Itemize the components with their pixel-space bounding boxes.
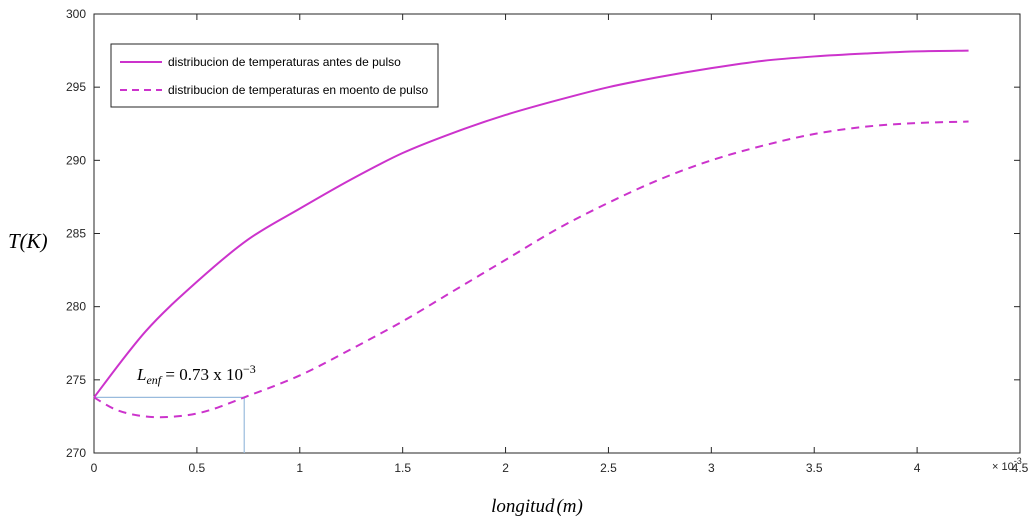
annotation-label-subscript: enf xyxy=(146,373,162,387)
legend-box xyxy=(110,43,439,108)
x-exponent-power: -3 xyxy=(1014,456,1022,466)
y-tick-label: 285 xyxy=(66,227,86,241)
x-exponent-label: × 10-3 xyxy=(992,456,1022,473)
y-tick-label: 295 xyxy=(66,80,86,94)
legend-entry-dashed: distribucion de temperaturas en moento d… xyxy=(168,83,428,97)
x-tick-label: 4.5 xyxy=(1012,461,1029,475)
x-axis-ticks: 0 0.5 1 1.5 2 2.5 3 3.5 4 4.5 xyxy=(91,14,1029,475)
annotation-guides xyxy=(94,396,245,453)
y-axis-ticks: 270 275 280 285 290 295 300 xyxy=(66,7,1020,460)
x-tick-label: 2 xyxy=(502,461,509,475)
y-tick-label: 275 xyxy=(66,373,86,387)
legend: distribucion de temperaturas antes de pu… xyxy=(110,43,439,108)
x-axis-label: longitud (m) xyxy=(491,496,583,517)
x-tick-label: 3.5 xyxy=(806,461,823,475)
y-tick-label: 270 xyxy=(66,446,86,460)
x-tick-label: 3 xyxy=(708,461,715,475)
y-tick-label: 290 xyxy=(66,153,86,167)
x-axis-label-name: longitud xyxy=(491,496,555,517)
series-line-dashed xyxy=(93,120,969,419)
series-lines xyxy=(93,49,969,419)
x-exponent-base: × 10 xyxy=(992,461,1014,473)
x-tick-label: 0 xyxy=(91,461,98,475)
x-tick-label: 1.5 xyxy=(394,461,411,475)
x-axis-label-unit: (m) xyxy=(556,496,582,517)
x-tick-label: 0.5 xyxy=(189,461,206,475)
x-tick-label: 2.5 xyxy=(600,461,617,475)
annotation-label-power: −3 xyxy=(243,362,256,376)
y-tick-label: 280 xyxy=(66,300,86,314)
legend-entry-solid: distribucion de temperaturas antes de pu… xyxy=(168,55,401,69)
series-line-solid xyxy=(93,49,969,399)
x-tick-label: 4 xyxy=(914,461,921,475)
annotation-label-value: = 0.73 x 10 xyxy=(161,365,243,384)
y-tick-label: 300 xyxy=(66,7,86,21)
annotation-label-prefix: L xyxy=(136,365,146,384)
y-axis-label: T(K) xyxy=(8,229,48,253)
annotation-label: Lenf = 0.73 x 10−3 xyxy=(136,362,256,387)
x-tick-label: 1 xyxy=(296,461,303,475)
